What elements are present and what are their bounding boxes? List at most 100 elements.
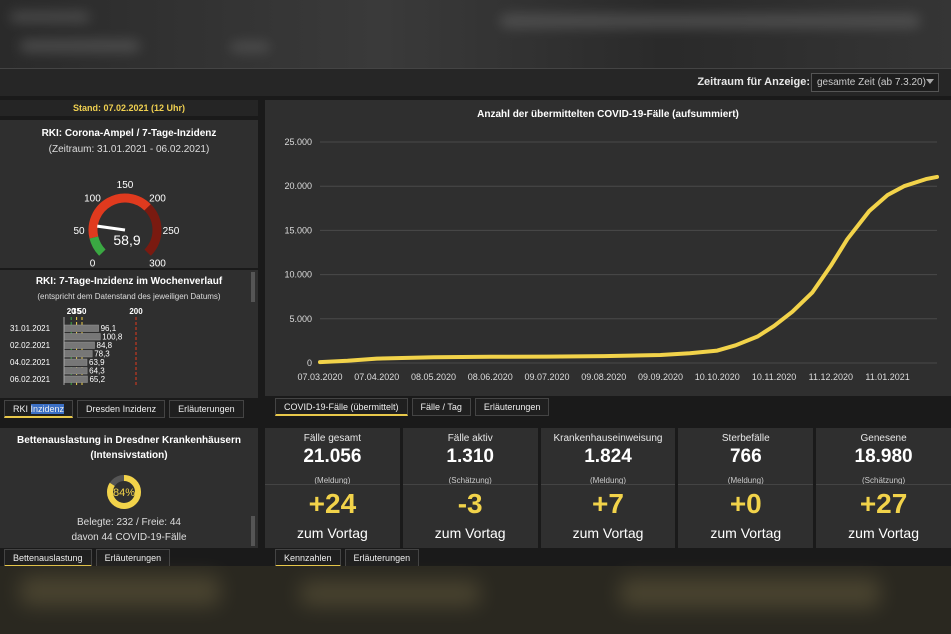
blurred-footer [0,566,951,634]
verlauf-value-label: 96,1 [101,324,117,333]
verlauf-tick-label: 20 [67,307,76,316]
tab-rki-inzidenz[interactable]: RKI Inzidenz [4,400,74,418]
tab-covid-faelle[interactable]: COVID-19-Fälle (übermittelt) [275,398,408,416]
x-tick-label: 08.05.2020 [411,372,456,382]
verlauf-date-label: 02.02.2021 [10,341,51,350]
stat-value: 21.056 [303,446,362,467]
gauge-tick-label: 0 [90,259,96,270]
x-tick-label: 07.04.2020 [354,372,399,382]
verlauf-tick-label: 50 [78,307,87,316]
stat-source: (Meldung) [727,476,764,485]
ampel-panel: RKI: Corona-Ampel / 7-Tage-Inzidenz (Zei… [0,120,258,270]
betten-covid: davon 44 COVID-19-Fälle [71,532,187,543]
stat-vortag: zum Vortag [710,525,782,541]
x-tick-label: 09.09.2020 [638,372,683,382]
stat-delta: -3 [457,488,483,519]
stat-vortag: zum Vortag [434,525,506,541]
tab-dresden-inzidenz[interactable]: Dresden Inzidenz [77,400,166,418]
zeitraum-value: gesamte Zeit (ab 7.3.20) [817,77,926,88]
verlauf-date-label: 31.01.2021 [10,324,51,333]
stat-value: 1.310 [446,446,494,467]
stat-value: 18.980 [854,446,913,467]
verlauf-value-label: 84,8 [97,341,113,350]
tabs-left: RKI Inzidenz Dresden Inzidenz Erläuterun… [4,400,244,418]
stat-faelle-gesamt: Fälle gesamt 21.056 (Meldung) +24 zum Vo… [265,428,400,548]
y-tick-label: 0 [307,358,312,368]
gauge-tick-label: 50 [73,226,85,237]
verlauf-bar [63,333,101,341]
gauge-needle [97,224,126,232]
zeitraum-select[interactable]: gesamte Zeit (ab 7.3.20) [811,73,939,92]
scrollbar[interactable] [251,516,255,546]
stat-sterbefaelle: Sterbefälle 766 (Meldung) +0 zum Vortag [678,428,814,548]
stat-faelle-aktiv: Fälle aktiv 1.310 (Schätzung) -3 zum Vor… [402,428,538,548]
stat-delta: +7 [592,488,624,519]
stat-value: 1.824 [584,446,632,467]
stat-delta: +27 [859,488,908,519]
tab-erlaeuterungen[interactable]: Erläuterungen [169,400,244,418]
x-tick-label: 07.03.2020 [297,372,342,382]
gauge-tick-label: 200 [149,193,166,204]
chart-title: Anzahl der übermittelten COVID-19-Fälle … [477,109,739,120]
stat-label: Genesene [860,433,907,444]
tab-erlaeuterungen[interactable]: Erläuterungen [344,549,420,567]
verlauf-bar [63,358,88,366]
stat-label: Fälle aktiv [447,433,493,444]
tab-kennzahlen[interactable]: Kennzahlen [275,549,341,567]
stat-source: (Meldung) [314,476,351,485]
tab-erlaeuterungen[interactable]: Erläuterungen [474,398,550,416]
gauge-segment [89,236,106,256]
gauge-tick-label: 250 [163,226,180,237]
betten-subtitle: (Intensivstation) [90,450,168,461]
stat-label: Krankenhauseinweisung [553,433,663,444]
verlauf-value-label: 78,3 [94,350,110,359]
divider [402,484,538,485]
blurred-header [0,0,951,68]
gauge-value: 58,9 [113,232,140,248]
y-tick-label: 5.000 [289,314,312,324]
betten-title: Bettenauslastung in Dresdner Krankenhäus… [17,435,241,446]
gauge-tick-label: 100 [84,193,101,204]
tabs-chart: COVID-19-Fälle (übermittelt) Fälle / Tag… [275,398,550,416]
verlauf-bar [63,367,88,375]
tab-highlight: Inzidenz [30,404,65,414]
verlauf-bar [63,375,88,383]
stat-vortag: zum Vortag [296,525,368,541]
stat-genesene: Genesene 18.980 (Schätzung) +27 zum Vort… [816,428,951,548]
verlauf-panel: RKI: 7-Tage-Inzidenz im Wochenverlauf (e… [0,270,258,398]
tab-bettenauslastung[interactable]: Bettenauslastung [4,549,92,567]
gauge: 0 50 100 150 200 250 300 58,9 [73,180,180,270]
verlauf-value-label: 64,3 [89,367,105,376]
chevron-down-icon [926,79,934,84]
verlauf-tick-label: 200 [129,307,143,316]
stat-label: Sterbefälle [721,433,770,444]
divider [540,484,676,485]
chart-panel: Anzahl der übermittelten COVID-19-Fälle … [265,100,951,396]
scrollbar[interactable] [251,272,255,302]
stand-label: Stand: 07.02.2021 (12 Uhr) [0,100,258,116]
divider [678,484,814,485]
filter-bar: Zeitraum für Anzeige: gesamte Zeit (ab 7… [0,68,951,96]
ampel-subtitle: (Zeitraum: 31.01.2021 - 06.02.2021) [48,144,210,155]
y-tick-label: 25.000 [284,137,312,147]
divider [265,484,400,485]
betten-panel: Bettenauslastung in Dresdner Krankenhäus… [0,428,258,548]
x-tick-label: 11.12.2020 [809,372,853,382]
betten-belegte: Belegte: 232 / Freie: 44 [77,517,181,528]
betten-donut: 84% [107,475,141,509]
series-line [318,174,939,365]
x-tick-label: 09.07.2020 [525,372,570,382]
verlauf-bar [63,341,95,349]
tab-erlaeuterungen[interactable]: Erläuterungen [95,549,171,567]
verlauf-tick-label: 35 [72,307,81,316]
verlauf-value-label: 65,2 [89,375,105,384]
stat-source: (Schätzung) [862,476,906,485]
stat-vortag: zum Vortag [572,525,644,541]
tab-faelle-tag[interactable]: Fälle / Tag [411,398,471,416]
y-tick-label: 20.000 [284,181,312,191]
zeitraum-label: Zeitraum für Anzeige: [697,76,810,88]
stat-vortag: zum Vortag [848,525,919,541]
x-tick-label: 10.10.2020 [695,372,740,382]
verlauf-title: RKI: 7-Tage-Inzidenz im Wochenverlauf [35,276,223,287]
stat-krankenhauseinweisung: Krankenhauseinweisung 1.824 (Meldung) +7… [540,428,676,548]
